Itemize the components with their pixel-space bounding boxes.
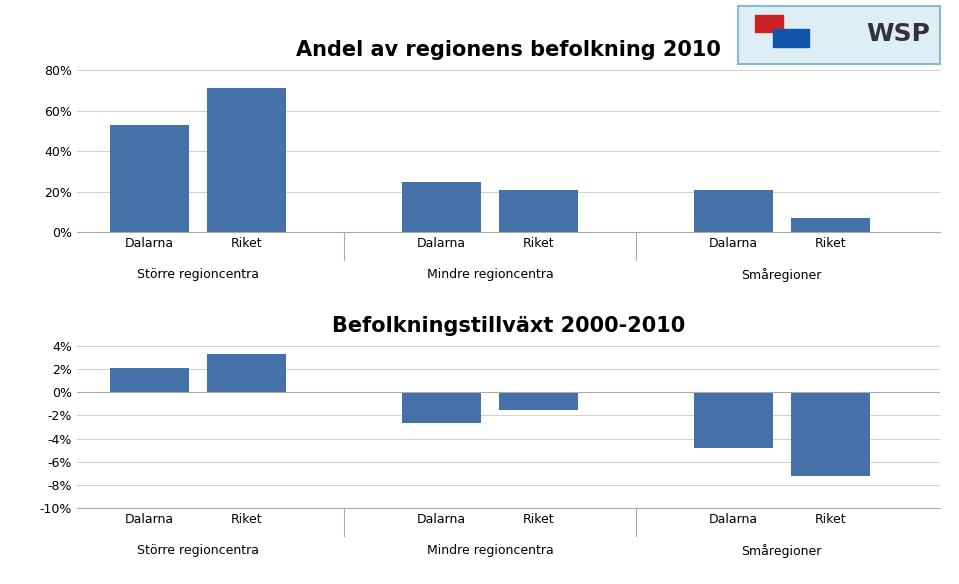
FancyBboxPatch shape <box>738 6 940 64</box>
Text: Småregioner: Småregioner <box>741 268 822 282</box>
Text: Mindre regioncentra: Mindre regioncentra <box>427 268 553 281</box>
Title: Andel av regionens befolkning 2010: Andel av regionens befolkning 2010 <box>295 40 721 60</box>
Text: WSP: WSP <box>866 22 929 46</box>
Text: Större regioncentra: Större regioncentra <box>137 544 259 557</box>
Text: Större regioncentra: Större regioncentra <box>137 268 259 281</box>
Bar <box>207 88 287 232</box>
Bar <box>110 125 189 232</box>
Bar <box>693 190 773 232</box>
Bar <box>791 218 870 232</box>
Text: Småregioner: Småregioner <box>741 544 822 558</box>
Polygon shape <box>755 15 783 32</box>
Bar <box>207 354 287 392</box>
Title: Befolkningstillväxt 2000-2010: Befolkningstillväxt 2000-2010 <box>332 316 685 336</box>
Bar <box>402 392 480 423</box>
Text: Mindre regioncentra: Mindre regioncentra <box>427 544 553 557</box>
Bar <box>402 182 480 232</box>
Bar <box>499 392 578 409</box>
Polygon shape <box>773 29 809 47</box>
Bar <box>499 190 578 232</box>
Bar <box>110 368 189 392</box>
Bar <box>791 392 870 475</box>
Bar <box>693 392 773 448</box>
